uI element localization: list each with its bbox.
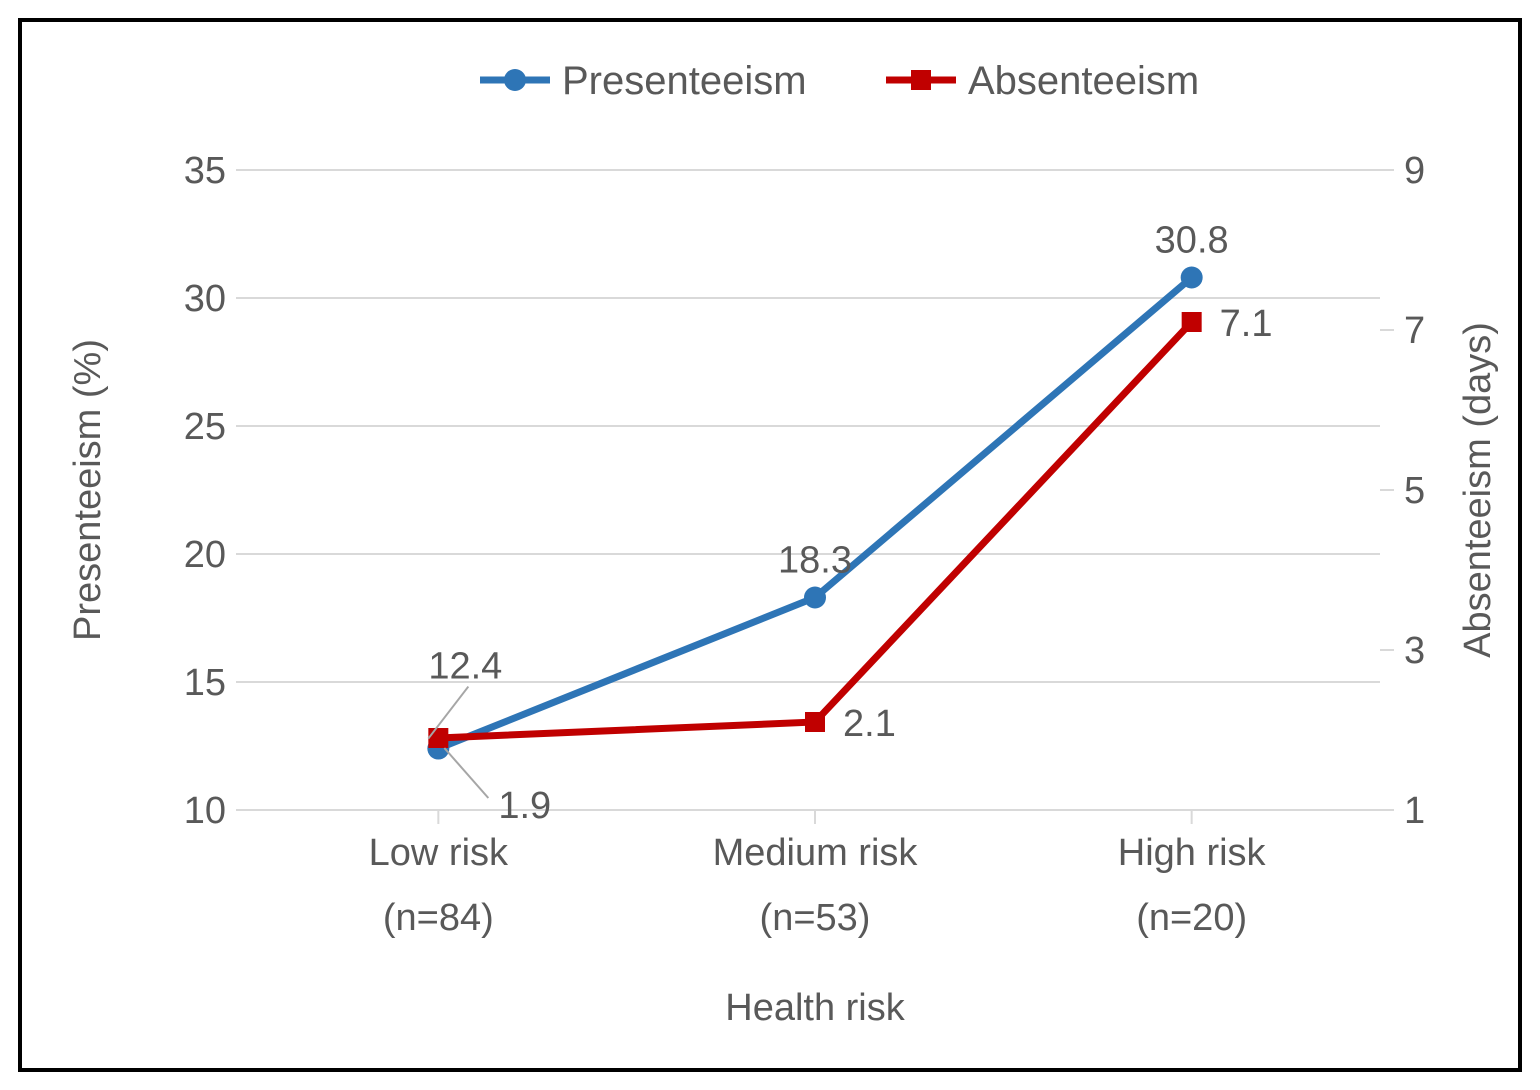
x-category-n: (n=84): [383, 897, 494, 939]
svg-text:20: 20: [184, 534, 226, 576]
x-category-n: (n=53): [760, 897, 871, 939]
series-marker: [805, 712, 825, 732]
svg-text:1: 1: [1404, 790, 1425, 832]
svg-text:30: 30: [184, 278, 226, 320]
x-category: Medium risk: [713, 832, 919, 874]
x-category-n: (n=20): [1136, 897, 1247, 939]
data-label: 12.4: [428, 646, 502, 688]
y-left-title: Presenteeism (%): [67, 339, 109, 641]
legend-marker: [911, 70, 931, 90]
series-marker: [1181, 267, 1203, 289]
x-axis-title: Health risk: [725, 987, 905, 1029]
legend-label: Absenteeism: [968, 59, 1199, 103]
svg-text:15: 15: [184, 662, 226, 704]
x-category: Low risk: [369, 832, 509, 874]
chart-svg: PresenteeismAbsenteeism 101520253035 135…: [0, 0, 1540, 1090]
svg-text:9: 9: [1404, 150, 1425, 192]
data-label: 30.8: [1155, 220, 1229, 262]
series-marker: [428, 728, 448, 748]
legend-label: Presenteeism: [562, 59, 807, 103]
series-marker: [804, 587, 826, 609]
svg-text:10: 10: [184, 790, 226, 832]
svg-text:25: 25: [184, 406, 226, 448]
data-label: 7.1: [1220, 303, 1273, 345]
series-marker: [1182, 312, 1202, 332]
x-category: High risk: [1118, 832, 1267, 874]
y-right-title: Absenteeism (days): [1457, 322, 1499, 658]
chart-container: PresenteeismAbsenteeism 101520253035 135…: [0, 0, 1540, 1090]
data-label: 1.9: [498, 785, 551, 827]
svg-text:7: 7: [1404, 310, 1425, 352]
data-label: 2.1: [843, 703, 896, 745]
svg-text:35: 35: [184, 150, 226, 192]
data-label: 18.3: [778, 540, 852, 582]
svg-text:5: 5: [1404, 470, 1425, 512]
legend-marker: [504, 69, 526, 91]
svg-text:3: 3: [1404, 630, 1425, 672]
